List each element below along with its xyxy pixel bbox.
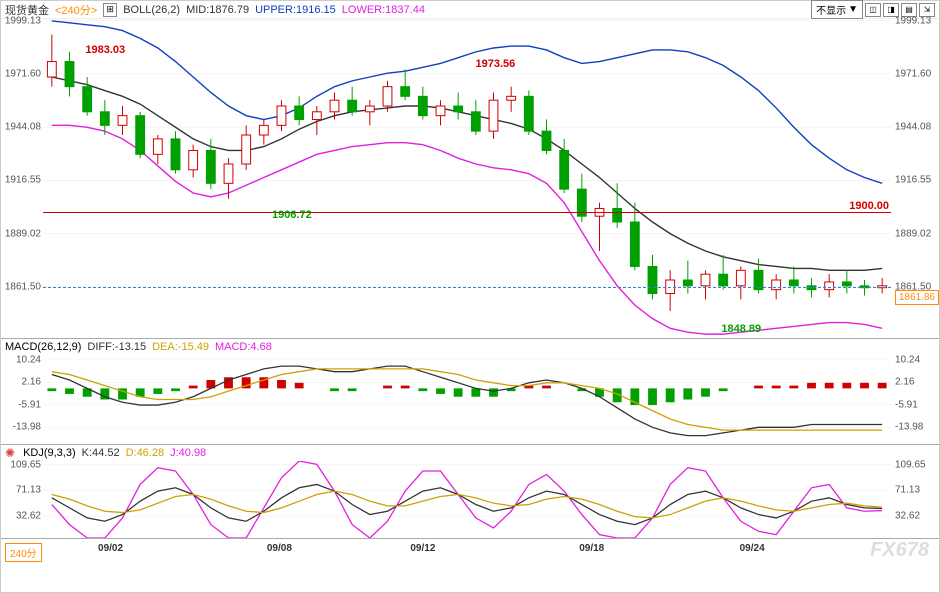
period-label: <240分> — [55, 2, 97, 18]
kdj-yaxis-right: 109.6571.1332.62 — [891, 461, 939, 538]
main-price-panel[interactable]: 1999.131971.601944.081916.551889.021861.… — [1, 19, 939, 339]
price-annotation: 1983.03 — [85, 44, 125, 56]
xaxis-label: 09/12 — [410, 543, 435, 554]
kdj-d-value: D:46.28 — [126, 447, 165, 459]
boll-mid-value: MID:1876.79 — [186, 4, 249, 16]
yaxis-left: 1999.131971.601944.081916.551889.021861.… — [1, 19, 43, 338]
boll-lower-value: LOWER:1837.44 — [342, 4, 425, 16]
price-annotation: 1906.72 — [272, 209, 312, 221]
xaxis: 240分 09/02 09/08 09/12 09/18 09/24 — [1, 539, 939, 569]
macd-hist-value: MACD:4.68 — [215, 341, 272, 353]
macd-svg — [43, 355, 891, 444]
macd-yaxis-left: 10.242.16-5.91-13.98 — [1, 355, 43, 444]
dropdown-label: 不显示 — [816, 2, 846, 17]
price-annotation: 1848.89 — [721, 323, 761, 335]
resistance-line — [43, 212, 891, 213]
resistance-label: 1900.00 — [849, 200, 889, 212]
header-bar: 现货黄金 <240分> ⊞ BOLL(26,2) MID:1876.79 UPP… — [1, 1, 939, 19]
macd-chart-area[interactable] — [43, 355, 891, 444]
kdj-chart-area[interactable] — [43, 461, 891, 538]
chevron-down-icon: ▼ — [848, 4, 858, 15]
price-annotation: 1973.56 — [475, 58, 515, 70]
xaxis-period-label[interactable]: 240分 — [5, 543, 42, 562]
xaxis-label: 09/24 — [740, 543, 765, 554]
kdj-label: KDJ(9,3,3) — [23, 447, 76, 459]
kdj-panel[interactable]: 109.6571.1332.62 109.6571.1332.62 — [1, 461, 939, 539]
main-chart-svg — [43, 19, 891, 338]
main-chart-area[interactable]: 1900.00 1861.86 1983.031906.721973.56184… — [43, 19, 891, 338]
macd-yaxis-right: 10.242.16-5.91-13.98 — [891, 355, 939, 444]
kdj-j-value: J:40.98 — [170, 447, 206, 459]
current-price-tag: 1861.86 — [895, 290, 939, 305]
display-dropdown[interactable]: 不显示 ▼ — [811, 0, 863, 19]
boll-upper-value: UPPER:1916.15 — [255, 4, 336, 16]
macd-panel[interactable]: 10.242.16-5.91-13.98 10.242.16-5.91-13.9… — [1, 355, 939, 445]
xaxis-label: 09/18 — [579, 543, 604, 554]
chart-container: 现货黄金 <240分> ⊞ BOLL(26,2) MID:1876.79 UPP… — [0, 0, 940, 593]
boll-icon[interactable]: ⊞ — [103, 3, 117, 17]
macd-diff-value: DIFF:-13.15 — [87, 341, 146, 353]
xaxis-label: 09/02 — [98, 543, 123, 554]
macd-dea-value: DEA:-15.49 — [152, 341, 209, 353]
kdj-svg — [43, 461, 891, 538]
kdj-yaxis-left: 109.6571.1332.62 — [1, 461, 43, 538]
macd-header: MACD(26,12,9) DIFF:-13.15 DEA:-15.49 MAC… — [1, 339, 939, 355]
sun-icon: ✺ — [5, 446, 15, 460]
current-price-line — [43, 287, 891, 288]
xaxis-label: 09/08 — [267, 543, 292, 554]
kdj-k-value: K:44.52 — [82, 447, 120, 459]
toolbar-btn-1[interactable]: ◫ — [865, 3, 881, 17]
boll-label: BOLL(26,2) — [123, 4, 180, 16]
macd-label: MACD(26,12,9) — [5, 341, 81, 353]
kdj-header: ✺ KDJ(9,3,3) K:44.52 D:46.28 J:40.98 — [1, 445, 939, 461]
